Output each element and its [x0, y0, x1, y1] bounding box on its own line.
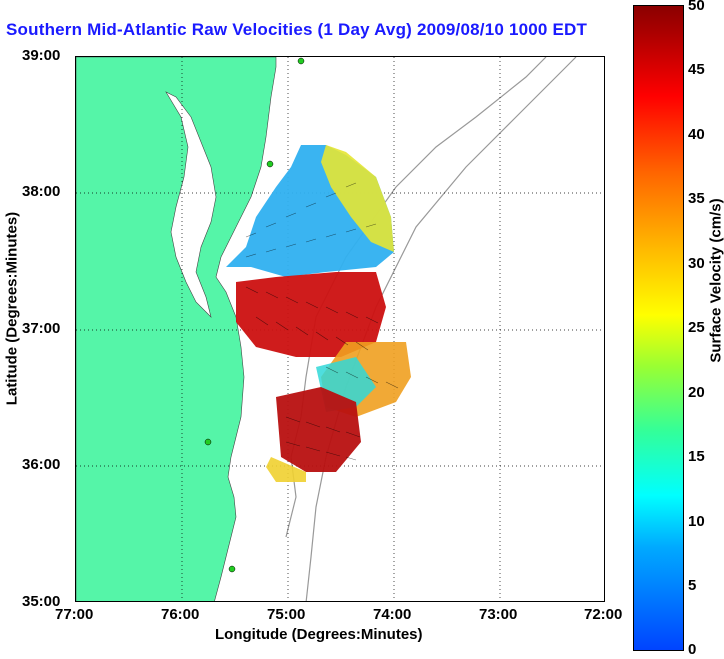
- colorbar-tick: 15: [688, 448, 705, 465]
- x-axis-label: Longitude (Degrees:Minutes): [215, 626, 423, 643]
- y-tick: 35:00: [22, 593, 61, 610]
- map-plot-area[interactable]: [75, 56, 605, 602]
- colorbar-label: Surface Velocity (cm/s): [707, 198, 724, 363]
- colorbar-tick: 25: [688, 319, 705, 336]
- x-tick: 72:00: [584, 606, 623, 623]
- colorbar-tick: 45: [688, 61, 705, 78]
- velocity-patch-south-red: [236, 272, 386, 357]
- station-markers: [204, 57, 305, 573]
- colorbar-tick: 20: [688, 384, 705, 401]
- y-tick: 38:00: [22, 183, 61, 200]
- y-axis-label: Latitude (Degrees:Minutes): [3, 211, 21, 406]
- colorbar-tick: 10: [688, 513, 705, 530]
- map-title: Southern Mid-Atlantic Raw Velocities (1 …: [6, 20, 588, 39]
- x-tick: 76:00: [161, 606, 200, 623]
- colorbar: [633, 5, 684, 651]
- colorbar-tick: 50: [688, 0, 705, 14]
- colorbar-tick: 35: [688, 190, 705, 207]
- colorbar-tick: 0: [688, 641, 697, 658]
- velocity-patch-south-edge: [266, 457, 306, 482]
- x-tick: 77:00: [55, 606, 94, 623]
- y-tick: 39:00: [22, 47, 61, 64]
- velocity-field: [226, 145, 411, 482]
- colorbar-tick: 5: [688, 577, 697, 594]
- bay-water: [165, 91, 217, 318]
- land-area: [76, 57, 277, 601]
- velocity-patch-north-yellow: [321, 145, 394, 252]
- velocity-arrows: [245, 182, 399, 461]
- x-tick: 74:00: [373, 606, 412, 623]
- colorbar-tick: 30: [688, 255, 705, 272]
- velocity-patch-south: [276, 387, 361, 472]
- x-tick: 73:00: [479, 606, 518, 623]
- colorbar-tick: 40: [688, 126, 705, 143]
- y-tick: 37:00: [22, 320, 61, 337]
- x-tick: 75:00: [267, 606, 306, 623]
- y-tick: 36:00: [22, 456, 61, 473]
- map-canvas: [76, 57, 604, 601]
